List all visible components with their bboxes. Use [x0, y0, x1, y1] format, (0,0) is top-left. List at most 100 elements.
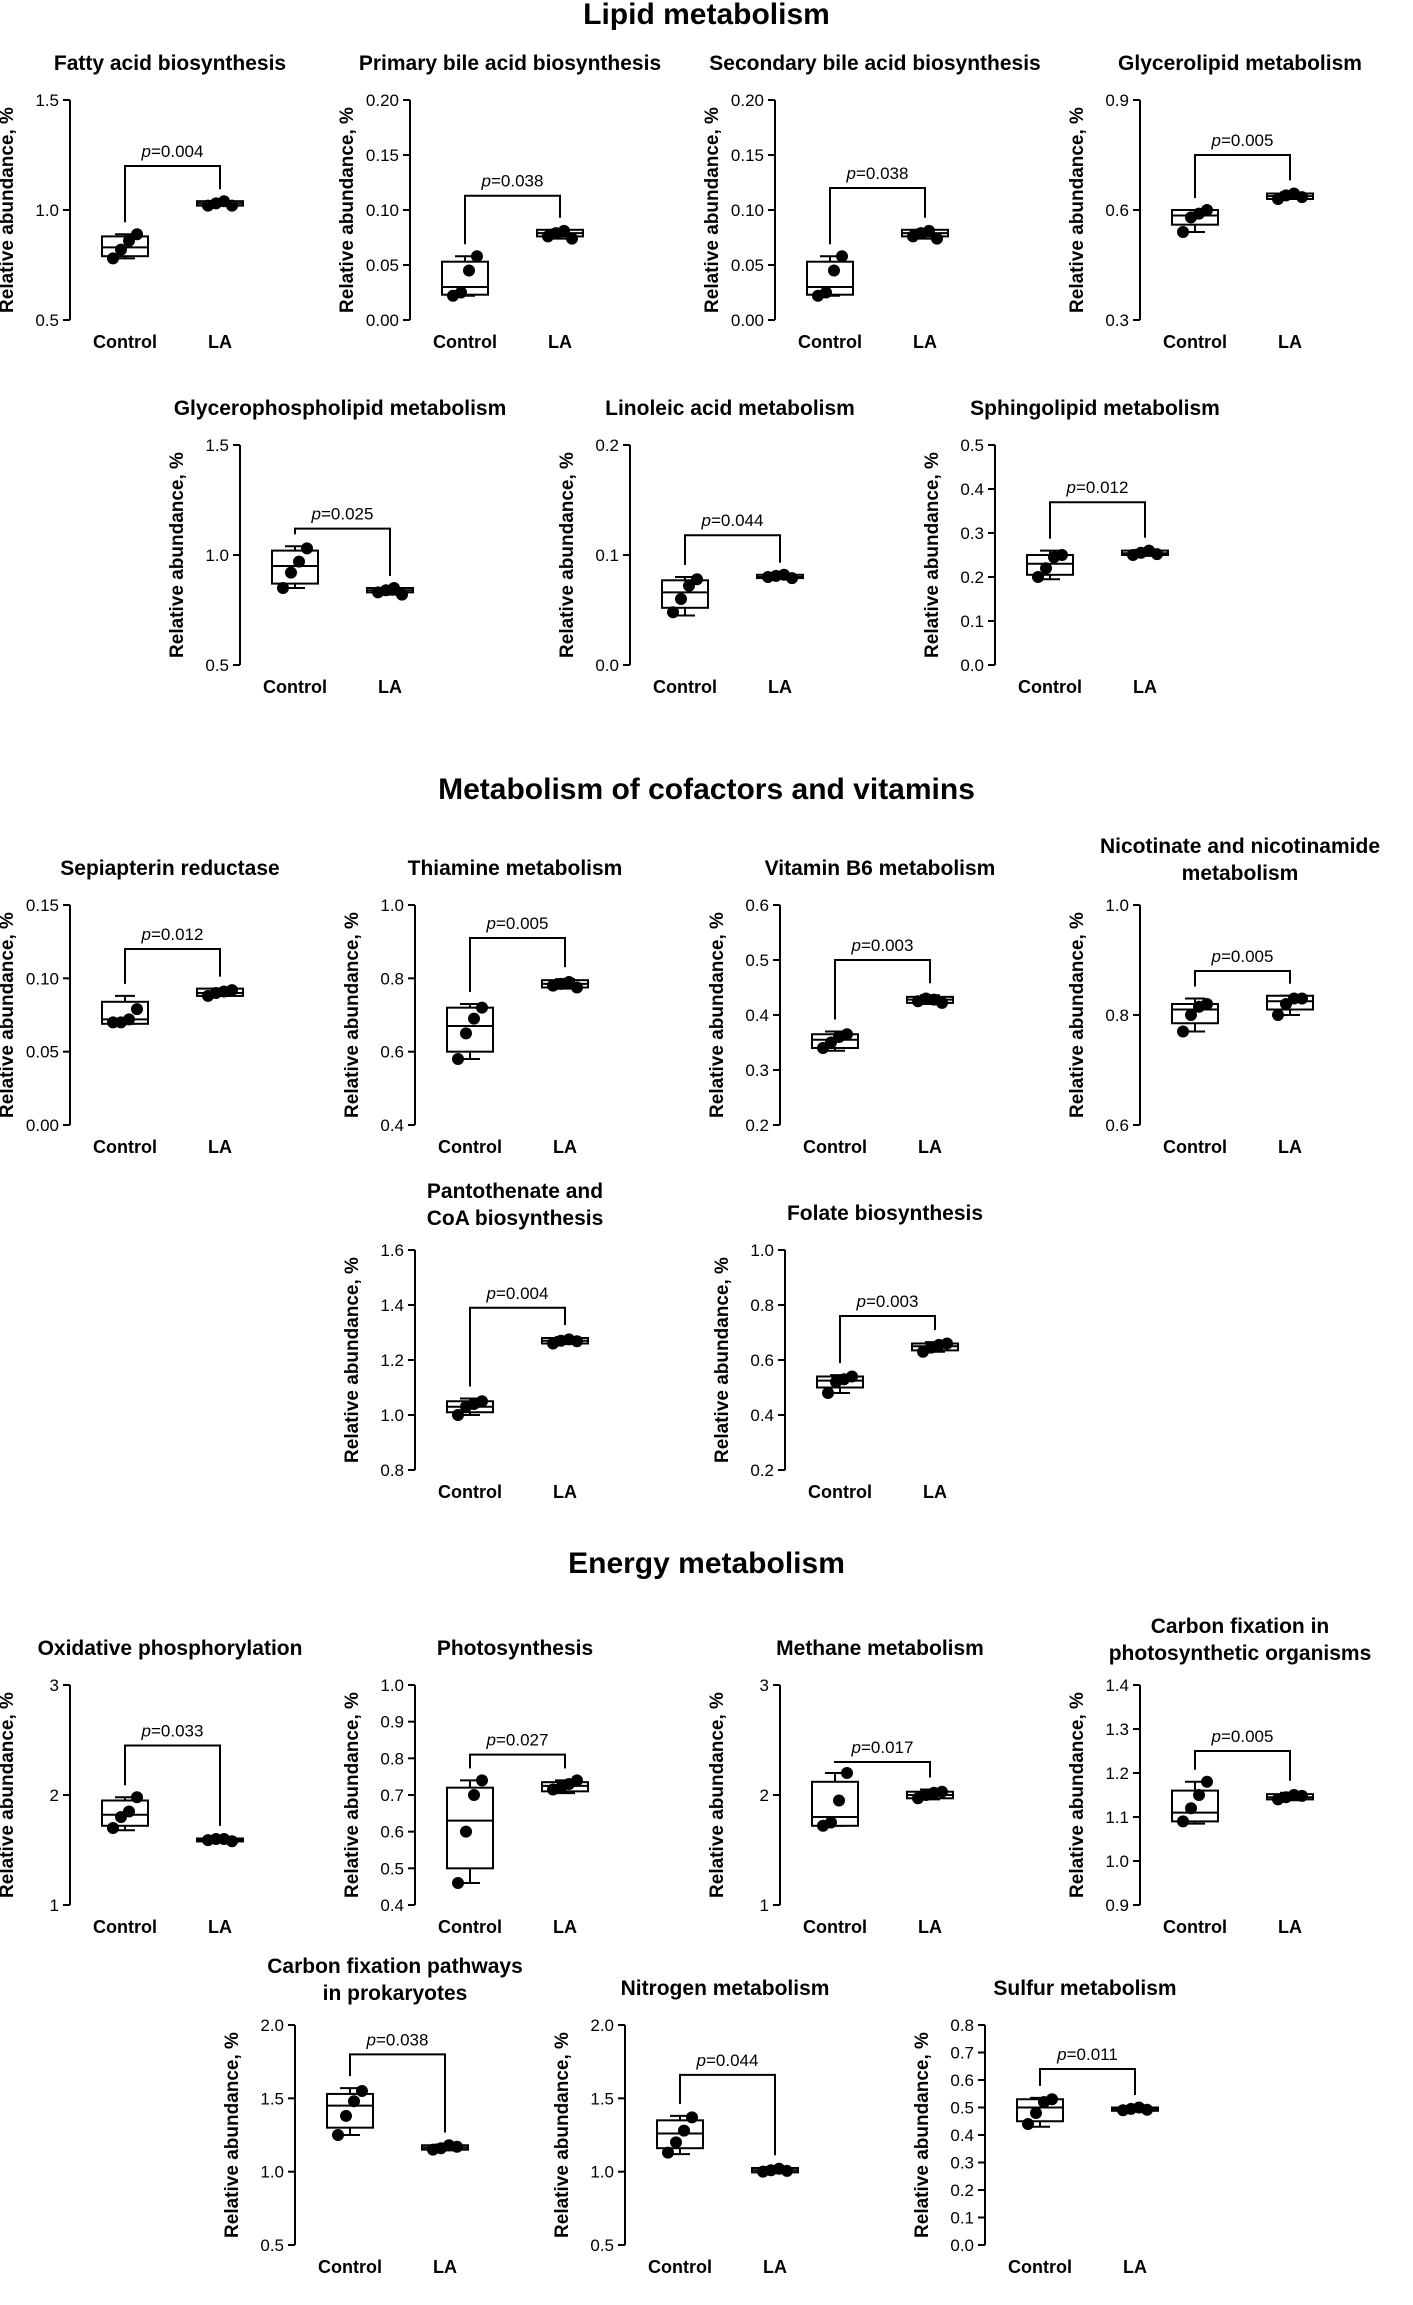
y-tick-label: 0.0 — [595, 656, 619, 675]
p-value-label: p=0.044 — [701, 511, 764, 530]
boxplot-svg: 0.2 0.3 0.4 0.5 0.6 Relative abundance, % Cont… — [707, 896, 954, 1157]
p-symbol: p — [701, 511, 711, 530]
y-tick-label: 0.5 — [745, 951, 769, 970]
significance-bracket — [349, 2053, 446, 2133]
y-tick-label: 0.8 — [380, 1461, 404, 1480]
boxplot-svg: 0.5 1.0 1.5 Relative abundance, % Control LA p… — [0, 91, 244, 352]
y-tick-label: 1.0 — [260, 2163, 284, 2182]
data-point — [931, 232, 943, 245]
y-tick-label: 1.0 — [750, 1241, 774, 1260]
p-value-label: p=0.038 — [366, 2030, 429, 2049]
p-symbol: p — [846, 164, 856, 183]
p-value: =0.004 — [496, 1284, 548, 1303]
significance-bracket — [1194, 970, 1291, 987]
data-point — [226, 199, 238, 212]
x-tick-label: Control — [1008, 2257, 1072, 2277]
x-tick-label: LA — [1278, 332, 1302, 352]
data-point — [1022, 2118, 1034, 2130]
p-symbol: p — [696, 2051, 706, 2070]
y-tick-label: 0.10 — [731, 201, 764, 220]
chart-title-line: Oxidative phosphorylation — [37, 1637, 303, 1660]
y-tick-label: 0.3 — [745, 1061, 769, 1080]
chart-title-line: Glycerolipid metabolism — [1118, 52, 1362, 75]
data-point — [123, 1805, 135, 1818]
x-tick-label: LA — [918, 1917, 942, 1937]
y-tick-label: 1.5 — [260, 2089, 284, 2108]
chart-title: Linoleic acid metabolism — [560, 395, 900, 422]
significance-bracket — [469, 1753, 566, 1769]
y-axis-label: Relative abundance, % — [337, 107, 358, 313]
y-tick-label: 0.05 — [366, 256, 399, 275]
chart-panel: Glycerolipid metabolism 0.3 0.6 0.9 Relative… — [1067, 0, 1410, 352]
data-point — [107, 1822, 119, 1834]
y-tick-label: 1.0 — [205, 546, 229, 565]
x-tick-label: LA — [208, 332, 232, 352]
y-tick-label: 0.10 — [366, 201, 399, 220]
y-tick-label: 0.4 — [380, 1116, 404, 1135]
chart-panel: Vitamin B6 metabolism 0.2 0.3 0.4 0.5 0.6 Rela… — [707, 805, 1050, 1157]
p-value-label: p=0.012 — [141, 925, 204, 944]
x-tick-label: Control — [1163, 332, 1227, 352]
p-value: =0.003 — [866, 1292, 918, 1311]
y-tick-label: 0.8 — [750, 1296, 774, 1315]
p-value: =0.011 — [1067, 2045, 1118, 2064]
data-point — [1177, 1025, 1189, 1038]
y-tick-label: 1.0 — [1105, 1852, 1129, 1871]
chart-panel: Methane metabolism 1 2 3 Relative abundance,… — [707, 1585, 1050, 1937]
y-tick-label: 1.5 — [590, 2089, 614, 2108]
p-value: =0.003 — [861, 936, 913, 955]
y-tick-label: 0.4 — [960, 480, 984, 499]
p-symbol: p — [141, 142, 151, 161]
y-tick-label: 0.8 — [1105, 1006, 1129, 1025]
p-symbol: p — [1211, 1727, 1221, 1746]
data-point — [468, 1789, 480, 1801]
boxplot-svg: 0.5 1.0 1.5 Relative abundance, % Control LA p… — [167, 436, 414, 697]
y-tick-label: 0.0 — [960, 656, 984, 675]
chart-title: Sulfur metabolism — [915, 1975, 1255, 2002]
chart-panel: Oxidative phosphorylation 1 2 3 Relative abu… — [0, 1585, 340, 1937]
boxplot-svg: 0.4 0.6 0.8 1.0 Relative abundance, % Control… — [342, 896, 589, 1157]
chart-title-line: Primary bile acid biosynthesis — [358, 52, 662, 75]
chart-panel: Primary bile acid biosynthesis 0.00 0.05 0.… — [337, 0, 680, 352]
p-symbol: p — [851, 936, 861, 955]
y-tick-label: 1.4 — [380, 1296, 404, 1315]
chart-panel: Sepiapterin reductase 0.00 0.05 0.10 0.15 Rel… — [0, 805, 340, 1157]
data-point — [476, 1395, 488, 1408]
y-tick-label: 0.6 — [1105, 201, 1129, 220]
chart-title: Glycerolipid metabolism — [1070, 50, 1410, 77]
data-point — [332, 2129, 344, 2141]
y-tick-label: 1.5 — [35, 91, 59, 110]
chart-title-line: Sphingolipid metabolism — [970, 397, 1220, 420]
x-tick-label: LA — [433, 2257, 457, 2277]
chart-panel: Carbon fixation pathways in prokaryotes 0.… — [222, 1925, 565, 2277]
chart-title-line: Secondary bile acid biosynthesis — [709, 52, 1041, 75]
data-point — [571, 1774, 583, 1787]
y-axis-label: Relative abundance, % — [0, 912, 18, 1118]
data-point — [463, 264, 475, 277]
chart-title-line: Glycerophospholipid metabolism — [173, 397, 507, 420]
y-tick-label: 0.05 — [731, 256, 764, 275]
y-tick-label: 0.5 — [590, 2236, 614, 2255]
y-tick-label: 0.7 — [950, 2044, 974, 2063]
chart-title: Secondary bile acid biosynthesis — [705, 50, 1045, 77]
data-point — [285, 566, 297, 579]
data-point — [226, 984, 238, 997]
y-tick-label: 0.6 — [380, 1043, 404, 1062]
data-point — [675, 593, 687, 605]
y-axis-label: Relative abundance, % — [342, 1692, 363, 1898]
chart-title: Pantothenate and CoA biosynthesis — [345, 1178, 685, 1232]
p-symbol: p — [856, 1292, 866, 1311]
chart-title-line: Vitamin B6 metabolism — [764, 857, 996, 880]
y-tick-label: 0.3 — [950, 2154, 974, 2173]
significance-bracket — [1194, 1750, 1291, 1781]
data-point — [558, 224, 570, 237]
data-point — [846, 1370, 858, 1383]
y-tick-label: 2 — [760, 1786, 769, 1805]
chart-title-line: Nicotinate and nicotinamide — [1099, 835, 1381, 858]
chart-title: Glycerophospholipid metabolism — [170, 395, 510, 422]
data-point — [1030, 2107, 1042, 2119]
y-axis-label: Relative abundance, % — [0, 107, 18, 313]
y-tick-label: 0.2 — [595, 436, 619, 455]
chart-title: Vitamin B6 metabolism — [710, 855, 1050, 882]
y-axis-label: Relative abundance, % — [0, 1692, 18, 1898]
